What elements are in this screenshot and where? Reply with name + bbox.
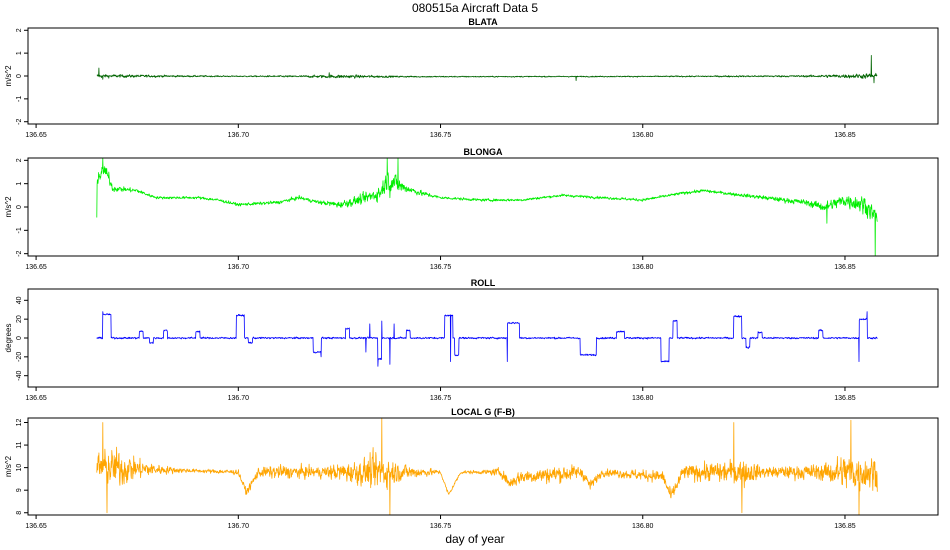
x-tick-label: 136.75 bbox=[430, 264, 452, 271]
x-tick-label: 136.80 bbox=[632, 395, 654, 402]
x-tick-label: 136.65 bbox=[25, 132, 47, 139]
x-tick-label: 136.65 bbox=[25, 523, 47, 530]
x-tick-label: 136.80 bbox=[632, 264, 654, 271]
y-tick-label: 12 bbox=[16, 419, 23, 427]
y-axis-label: m/s^2 bbox=[4, 196, 13, 218]
panel-title: ROLL bbox=[471, 278, 496, 288]
panel-title: BLONGA bbox=[464, 147, 503, 157]
y-tick-label: 40 bbox=[16, 296, 23, 304]
x-tick-label: 136.75 bbox=[430, 523, 452, 530]
x-tick-label: 136.85 bbox=[834, 523, 856, 530]
plot-frame bbox=[27, 157, 939, 257]
chart-panel-2: BLONGA m/s^2 -2 -1 0 1 2 136.65 136.70 136.75 136.… bbox=[4, 147, 939, 271]
x-tick-label: 136.85 bbox=[834, 264, 856, 271]
x-tick-label: 136.65 bbox=[25, 395, 47, 402]
y-tick-label: -40 bbox=[16, 371, 23, 381]
y-tick-label: 2 bbox=[16, 28, 23, 32]
y-axis-label: m/s^2 bbox=[4, 65, 13, 87]
panel-title: BLATA bbox=[468, 17, 498, 27]
x-tick-label: 136.85 bbox=[834, 132, 856, 139]
y-tick-label: 1 bbox=[16, 51, 23, 55]
series-line bbox=[96, 55, 878, 84]
x-tick-label: 136.85 bbox=[834, 395, 856, 402]
x-axis-label: day of year bbox=[445, 532, 504, 546]
y-axis-label: degrees bbox=[4, 324, 13, 353]
y-tick-label: 0 bbox=[16, 336, 23, 340]
panel-title: LOCAL G (F-B) bbox=[451, 407, 515, 417]
plot-frame bbox=[27, 27, 939, 125]
x-tick-label: 136.80 bbox=[632, 523, 654, 530]
series-line bbox=[96, 158, 878, 256]
y-tick-label: 0 bbox=[16, 205, 23, 209]
plot-frame bbox=[27, 417, 939, 516]
y-tick-label: 10 bbox=[16, 464, 23, 472]
y-tick-label: -2 bbox=[16, 250, 23, 256]
y-tick-label: 0 bbox=[16, 74, 23, 78]
figure-title: 080515a Aircraft Data 5 bbox=[412, 1, 538, 15]
y-tick-label: -20 bbox=[16, 352, 23, 362]
y-tick-label: 2 bbox=[16, 158, 23, 162]
y-tick-label: -1 bbox=[16, 227, 23, 233]
plot-frame bbox=[27, 288, 939, 388]
series-line bbox=[96, 418, 878, 515]
y-tick-label: 8 bbox=[16, 511, 23, 515]
y-tick-label: 20 bbox=[16, 315, 23, 323]
x-tick-label: 136.75 bbox=[430, 395, 452, 402]
x-tick-label: 136.75 bbox=[430, 132, 452, 139]
chart-panel-3: ROLL degrees -40 -20 0 20 40 136.65 136.70 136.75… bbox=[4, 278, 939, 402]
y-tick-label: 11 bbox=[16, 441, 23, 448]
y-tick-label: 1 bbox=[16, 182, 23, 186]
x-tick-label: 136.70 bbox=[228, 132, 250, 139]
x-tick-label: 136.65 bbox=[25, 264, 47, 271]
y-tick-label: -1 bbox=[16, 96, 23, 102]
x-tick-label: 136.80 bbox=[632, 132, 654, 139]
series-line bbox=[96, 311, 878, 367]
x-tick-label: 136.70 bbox=[228, 523, 250, 530]
y-tick-label: -2 bbox=[16, 119, 23, 125]
y-axis-label: m/s^2 bbox=[4, 455, 13, 477]
y-tick-label: 9 bbox=[16, 488, 23, 492]
chart-panel-4: LOCAL G (F-B) m/s^2 8 9 10 11 12 136.65 136.70 13… bbox=[4, 407, 939, 530]
x-tick-label: 136.70 bbox=[228, 264, 250, 271]
x-tick-label: 136.70 bbox=[228, 395, 250, 402]
chart-panel-1: BLATA m/s^2 -2 -1 0 1 2 136.65 136.70 136.75 136.8… bbox=[4, 17, 939, 139]
